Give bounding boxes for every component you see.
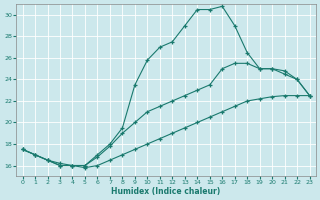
X-axis label: Humidex (Indice chaleur): Humidex (Indice chaleur) <box>111 187 221 196</box>
